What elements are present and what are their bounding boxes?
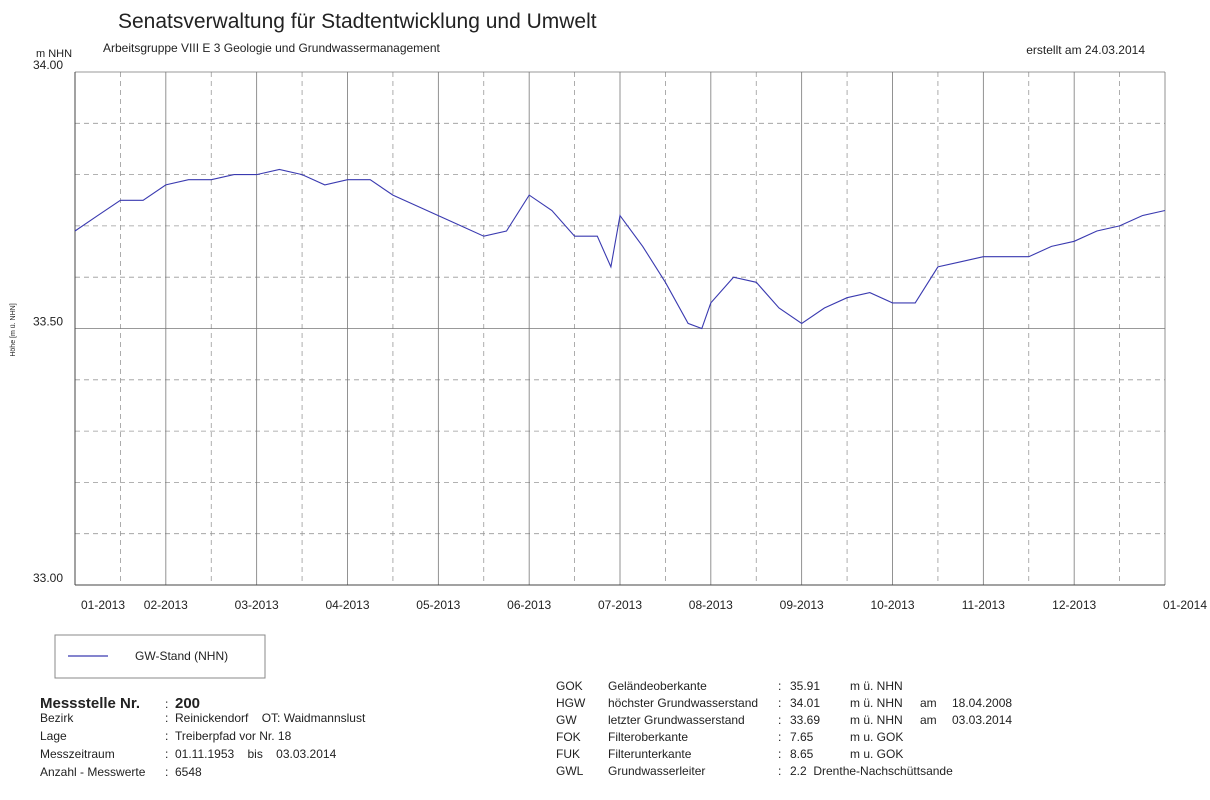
info-sep: : — [165, 765, 168, 779]
info-cell: FUK — [556, 747, 580, 761]
x-tick-label: 01-2013 — [81, 598, 125, 612]
info-cell: 7.65 — [790, 730, 814, 744]
legend-label: GW-Stand (NHN) — [135, 649, 228, 663]
x-tick-label: 05-2013 — [416, 598, 460, 612]
info-sep: : — [778, 764, 781, 778]
info-sep: : — [165, 711, 168, 725]
info-sep: : — [778, 696, 781, 710]
info-sep: : — [778, 747, 781, 761]
info-sep: : — [778, 713, 781, 727]
info-label: Anzahl - Messwerte — [40, 765, 146, 779]
y-axis-label: Höhe [m ü. NHN] — [10, 303, 17, 356]
info-label: Messzeitraum — [40, 747, 115, 761]
info-cell: m u. GOK — [850, 747, 903, 761]
info-cell: m ü. NHN — [850, 713, 903, 727]
info-cell: 03.03.2014 — [952, 713, 1012, 727]
info-value: 01.11.1953 bis 03.03.2014 — [175, 747, 337, 761]
x-tick-label: 03-2013 — [235, 598, 279, 612]
info-cell: Geländeoberkante — [608, 679, 707, 693]
info-cell: m u. GOK — [850, 730, 903, 744]
info-cell: 33.69 — [790, 713, 820, 727]
subtitle: Arbeitsgruppe VIII E 3 Geologie und Grun… — [103, 41, 441, 55]
x-tick-label: 11-2013 — [962, 598, 1005, 612]
info-cell: 18.04.2008 — [952, 696, 1012, 710]
legend-box — [54, 634, 266, 679]
info-cell: 35.91 — [790, 679, 820, 693]
data-line — [74, 168, 1166, 330]
info-sep: : — [165, 747, 168, 761]
y-unit: m NHN — [36, 48, 72, 60]
info-cell: letzter Grundwasserstand — [608, 713, 745, 727]
info-sep: : — [778, 679, 781, 693]
info-value: 200 — [175, 695, 200, 712]
x-tick-label: 07-2013 — [598, 598, 642, 612]
info-sep: : — [778, 730, 781, 744]
info-cell: am — [920, 713, 937, 727]
info-label: Lage — [40, 729, 67, 743]
x-tick-label: 08-2013 — [689, 598, 733, 612]
y-tick-label: 33.00 — [33, 571, 63, 585]
info-cell: Grundwasserleiter — [608, 764, 705, 778]
info-cell: FOK — [556, 730, 581, 744]
y-tick-label: 33.50 — [33, 315, 63, 329]
info-cell: GOK — [556, 679, 583, 693]
info-cell: 34.01 — [790, 696, 820, 710]
info-value: Treiberpfad vor Nr. 18 — [175, 729, 292, 743]
info-label: Messstelle Nr. — [40, 695, 140, 712]
info-value: Reinickendorf OT: Waidmannslust — [175, 711, 366, 725]
x-tick-label: 12-2013 — [1052, 598, 1096, 612]
info-label: Bezirk — [40, 711, 74, 725]
info-cell: Filteroberkante — [608, 730, 688, 744]
info-cell: höchster Grundwasserstand — [608, 696, 758, 710]
info-cell: am — [920, 696, 937, 710]
x-tick-label: 10-2013 — [870, 598, 914, 612]
x-tick-label: 04-2013 — [325, 598, 369, 612]
x-tick-label: 06-2013 — [507, 598, 551, 612]
info-cell: 8.65 — [790, 747, 814, 761]
info-sep: : — [165, 697, 168, 711]
info-cell: GWL — [556, 764, 584, 778]
info-cell: 2.2 Drenthe-Nachschüttsande — [790, 764, 953, 778]
info-cell: m ü. NHN — [850, 696, 903, 710]
info-cell: HGW — [556, 696, 586, 710]
info-cell: m ü. NHN — [850, 679, 903, 693]
info-value: 6548 — [175, 765, 202, 779]
title: Senatsverwaltung für Stadtentwicklung un… — [118, 10, 597, 33]
x-tick-label: 09-2013 — [780, 598, 824, 612]
x-tick-label: 01-2014 — [1163, 598, 1207, 612]
info-cell: GW — [556, 713, 577, 727]
info-sep: : — [165, 729, 168, 743]
info-cell: Filterunterkante — [608, 747, 692, 761]
y-tick-label: 34.00 — [33, 58, 63, 72]
x-tick-label: 02-2013 — [144, 598, 188, 612]
created-note: erstellt am 24.03.2014 — [1026, 43, 1145, 57]
